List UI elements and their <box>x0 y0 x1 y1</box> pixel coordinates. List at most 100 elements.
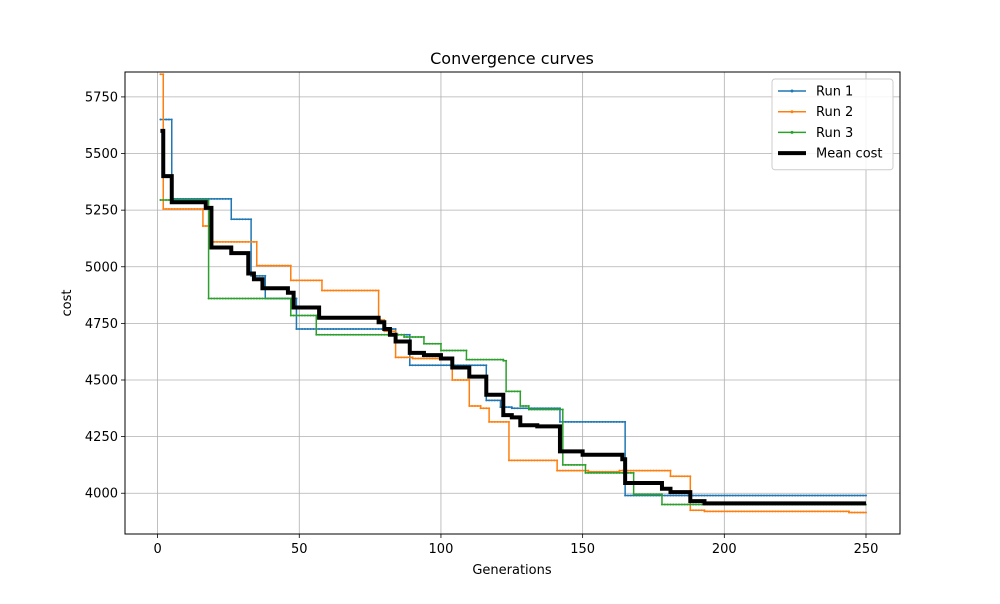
legend-label: Run 3 <box>816 126 853 141</box>
data-point <box>309 279 312 282</box>
data-point <box>666 494 669 497</box>
data-point <box>618 471 621 474</box>
data-point <box>714 510 717 513</box>
data-point <box>541 459 544 462</box>
data-point <box>794 510 797 513</box>
data-point <box>686 475 689 478</box>
data-point <box>479 407 482 410</box>
data-point <box>482 358 485 361</box>
data-point <box>318 333 321 336</box>
data-point <box>641 493 644 496</box>
data-point <box>485 364 488 367</box>
data-point <box>383 333 386 336</box>
data-point <box>779 510 782 513</box>
data-point <box>711 510 714 513</box>
data-point <box>346 289 349 292</box>
data-point <box>516 459 519 462</box>
data-point <box>502 420 505 423</box>
x-tick-label: 0 <box>153 542 161 557</box>
data-point <box>352 328 355 331</box>
data-point <box>394 330 397 333</box>
data-point <box>601 471 604 474</box>
data-point <box>391 330 394 333</box>
data-point <box>547 408 550 411</box>
data-point <box>295 297 298 300</box>
data-point <box>196 208 199 211</box>
data-point <box>561 463 564 466</box>
data-point <box>677 503 680 506</box>
data-point <box>805 510 808 513</box>
y-tick-label: 5750 <box>85 90 118 105</box>
data-point <box>842 494 845 497</box>
data-point <box>734 494 737 497</box>
data-point <box>340 328 343 331</box>
data-point <box>233 240 236 243</box>
data-point <box>488 420 491 423</box>
data-point <box>590 420 593 423</box>
data-point <box>465 349 468 352</box>
data-point <box>760 494 763 497</box>
data-point <box>683 503 686 506</box>
data-point <box>315 314 318 317</box>
data-point <box>544 408 547 411</box>
data-point <box>238 218 241 221</box>
data-point <box>366 328 369 331</box>
data-point <box>635 469 638 472</box>
data-point <box>862 494 865 497</box>
data-point <box>252 297 255 300</box>
data-point <box>615 471 618 474</box>
data-point <box>507 459 510 462</box>
data-point <box>405 333 408 336</box>
legend-marker <box>790 89 794 93</box>
data-point <box>414 335 417 338</box>
data-point <box>802 494 805 497</box>
data-point <box>408 335 411 338</box>
data-point <box>244 218 247 221</box>
data-point <box>235 218 238 221</box>
data-point <box>717 494 720 497</box>
data-point <box>689 503 692 506</box>
data-point <box>808 494 811 497</box>
data-point <box>816 494 819 497</box>
data-point <box>380 333 383 336</box>
data-point <box>530 459 533 462</box>
data-point <box>726 494 729 497</box>
data-point <box>626 469 629 472</box>
data-point <box>462 379 465 381</box>
data-point <box>493 420 496 423</box>
data-point <box>845 510 848 513</box>
data-point <box>649 493 652 496</box>
data-point <box>573 469 576 472</box>
data-point <box>808 510 811 513</box>
y-tick-label: 4000 <box>85 487 118 502</box>
data-point <box>479 358 482 361</box>
data-point <box>598 471 601 474</box>
grid-lines <box>125 72 900 534</box>
data-point <box>295 279 298 282</box>
data-point <box>213 297 216 300</box>
data-point <box>218 297 221 300</box>
data-point <box>629 469 632 472</box>
data-point <box>456 349 459 352</box>
data-point <box>822 494 825 497</box>
data-point <box>505 406 508 409</box>
data-point <box>737 494 740 497</box>
data-point <box>320 333 323 336</box>
data-point <box>539 408 542 411</box>
data-point <box>813 494 816 497</box>
data-point <box>663 494 666 497</box>
data-point <box>363 333 366 336</box>
data-point <box>519 390 522 393</box>
data-point <box>439 349 442 352</box>
data-point <box>235 240 238 243</box>
data-point <box>286 297 289 300</box>
data-point <box>241 297 244 300</box>
data-point <box>377 333 380 336</box>
data-point <box>278 297 281 300</box>
data-point <box>663 503 666 506</box>
data-point <box>445 349 448 352</box>
data-point <box>731 494 734 497</box>
data-point <box>774 494 777 497</box>
data-point <box>575 463 578 466</box>
data-point <box>762 510 765 513</box>
